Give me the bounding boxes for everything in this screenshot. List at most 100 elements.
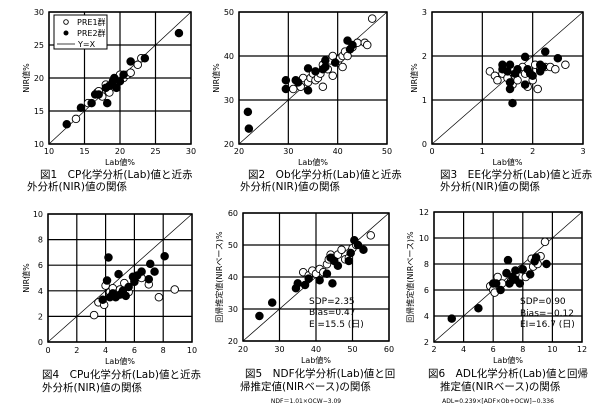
point-pre2 (531, 253, 541, 262)
point-pre2 (344, 256, 354, 266)
point-pre1 (154, 292, 164, 302)
point-pre2 (255, 311, 264, 321)
x-tick-label: 50 (382, 147, 392, 156)
chart-fig5: 20 30 40 50 60 20 30 40 50 60 Lab値% 回帰推定値(NIRベース)% 図… (214, 209, 395, 405)
x-tick-label: 60 (384, 345, 394, 354)
point-pre1 (289, 84, 298, 94)
point-pre2 (140, 53, 150, 63)
chart-fig2: 20 30 40 50 20 30 40 50 Lab値% NIR値% 図2 Ob化学分析(Lab)… (211, 8, 402, 193)
x-tick-label: 0 (429, 147, 434, 156)
x-tick-label: 20 (234, 147, 244, 156)
point-pre2 (174, 28, 184, 38)
x-tick-label: 3 (580, 147, 585, 156)
figure-caption: 図3 EE化学分析(Lab)値と近赤 (440, 168, 593, 181)
point-pre1 (328, 71, 337, 81)
y-axis-label: NIR値% (409, 63, 419, 93)
point-pre2 (244, 124, 254, 133)
x-tick-label: 50 (347, 345, 357, 354)
figure-caption: 外分析(NIR)値の関係 (42, 381, 142, 394)
point-pre2 (525, 270, 535, 279)
point-pre2 (104, 253, 113, 262)
stat-annotation: EI=16.7 (日) (520, 319, 575, 330)
point-pre2 (518, 264, 528, 274)
figure-caption: 外分析(NIR)値の関係 (27, 180, 127, 193)
point-pre1 (551, 64, 560, 74)
y-tick-label: 10 (34, 140, 44, 149)
point-pre2 (333, 261, 343, 271)
legend-label: PRE2群 (77, 28, 106, 38)
x-axis-label: Lab値% (493, 355, 523, 365)
legend-marker-open (63, 19, 69, 25)
legend-marker-filled (63, 30, 69, 36)
point-pre2 (311, 67, 320, 76)
regression-formula: ADL=0.239×[ADF×Ob+OCW]−0.336 (442, 398, 554, 405)
x-tick-label: 30 (186, 147, 196, 156)
point-pre1 (338, 62, 347, 72)
y-tick-label: 20 (228, 337, 238, 346)
point-pre1 (366, 231, 376, 240)
point-pre1 (89, 310, 99, 320)
figure-caption: 帰推定値(NIRベース)の関係 (240, 380, 371, 393)
x-tick-label: 4 (461, 345, 466, 354)
y-tick-label: 20 (34, 74, 44, 83)
figure-caption: 図4 CPu化学分析(Lab)値と近赤 (42, 368, 201, 381)
point-pre2 (330, 58, 340, 67)
point-pre2 (304, 274, 313, 283)
figure-caption: 図1 CP化学分析(Lab)値と近赤 (40, 168, 193, 181)
y-tick-label: 50 (228, 241, 238, 250)
x-tick-label: 2 (530, 147, 535, 156)
point-pre2 (315, 275, 324, 285)
y-tick-label: 10 (419, 234, 429, 243)
y-tick-label: 6 (38, 261, 43, 270)
point-pre2 (76, 103, 86, 112)
point-pre2 (511, 266, 520, 275)
point-pre2 (520, 52, 530, 62)
y-axis-label: NIR値% (21, 263, 31, 293)
point-pre2 (491, 279, 501, 288)
point-pre1 (133, 60, 142, 70)
point-pre2 (515, 279, 525, 288)
point-pre2 (502, 268, 511, 278)
x-tick-label: 20 (238, 345, 248, 354)
legend-box (53, 14, 108, 50)
point-pre2 (303, 86, 313, 95)
point-pre2 (528, 71, 537, 81)
y-tick-label: 2 (422, 52, 427, 61)
point-pre2 (126, 57, 135, 66)
point-pre2 (508, 98, 517, 108)
point-pre2 (112, 83, 121, 93)
point-pre2 (102, 98, 112, 108)
point-pre1 (337, 245, 346, 255)
x-axis-label: Lab値% (492, 157, 522, 167)
point-pre1 (561, 60, 570, 70)
figure-caption: 推定値(NIRベース)の関係 (440, 380, 560, 393)
x-tick-label: 15 (79, 147, 89, 156)
regression-formula: NDF＝1.01×OCW−3.09 (271, 398, 341, 405)
y-tick-label: 10 (33, 210, 43, 219)
point-pre2 (267, 298, 277, 307)
y-axis-label: 回帰推定値(NIRベース)% (405, 231, 415, 323)
y-tick-label: 50 (224, 8, 234, 17)
point-pre1 (71, 114, 81, 124)
figure-caption: 外分析(NIR)値の関係 (240, 180, 340, 193)
x-tick-label: 8 (161, 346, 166, 355)
point-pre2 (520, 80, 530, 89)
stat-annotation: SDP=2.35 (309, 297, 355, 307)
point-pre2 (281, 84, 291, 94)
x-tick-label: 10 (44, 147, 54, 156)
point-pre2 (293, 78, 303, 87)
figure-caption: 図5 NDF化学分析(Lab)値と回 (245, 367, 395, 380)
y-tick-label: 40 (224, 52, 234, 61)
stat-annotation: Bias=−0.12 (520, 309, 574, 319)
x-tick-label: 6 (491, 345, 496, 354)
point-pre2 (353, 240, 363, 250)
plot-frame (433, 211, 583, 343)
point-pre2 (115, 77, 125, 86)
y-axis-label: NIR値% (21, 63, 31, 93)
figure-caption: 図2 Ob化学分析(Lab)値と近赤 (248, 168, 402, 181)
point-pre1 (540, 237, 550, 247)
chart-fig1: 10 15 20 25 30 10 15 20 25 30 Lab値% NIR値% 図1 CP化学分析(… (21, 8, 196, 193)
point-pre2 (293, 279, 303, 288)
point-pre2 (300, 280, 310, 290)
